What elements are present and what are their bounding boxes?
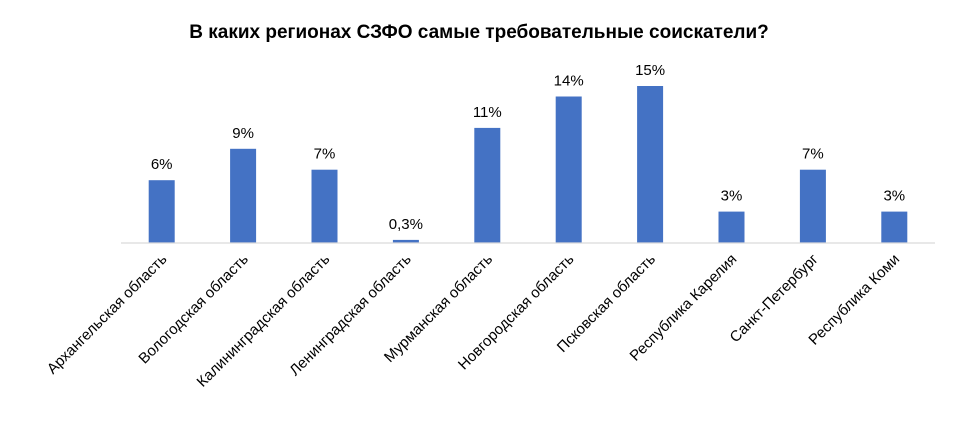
value-label-4: 0,3% [389,216,423,233]
value-label-2: 9% [232,125,254,142]
bars-group [148,86,908,243]
category-label-9: Санкт-Петербург [727,250,823,346]
bar-1 [148,180,175,243]
bar-7 [637,86,664,243]
value-label-8: 3% [721,188,743,205]
value-label-5: 11% [473,104,502,121]
value-label-10: 3% [883,188,905,205]
bar-10 [881,211,908,243]
value-label-7: 15% [635,62,665,79]
bar-8 [718,211,745,243]
bar-6 [555,96,582,243]
bar-3 [311,169,338,243]
bar-5 [474,127,501,243]
value-label-1: 6% [151,156,173,173]
bar-9 [799,169,826,243]
value-labels-group: 6% 9% 7% 0,3% 11% 14% 15% 3% 7% 3% [151,62,905,233]
bar-4 [392,239,419,243]
bar-2 [230,148,257,243]
value-label-6: 14% [554,73,584,90]
chart-title: В каких регионах СЗФО самые требовательн… [189,22,769,43]
category-label-10: Республика Коми [805,251,903,349]
value-label-3: 7% [314,146,336,163]
value-label-9: 7% [802,146,824,163]
category-label-3: Калининградская область [194,251,334,391]
